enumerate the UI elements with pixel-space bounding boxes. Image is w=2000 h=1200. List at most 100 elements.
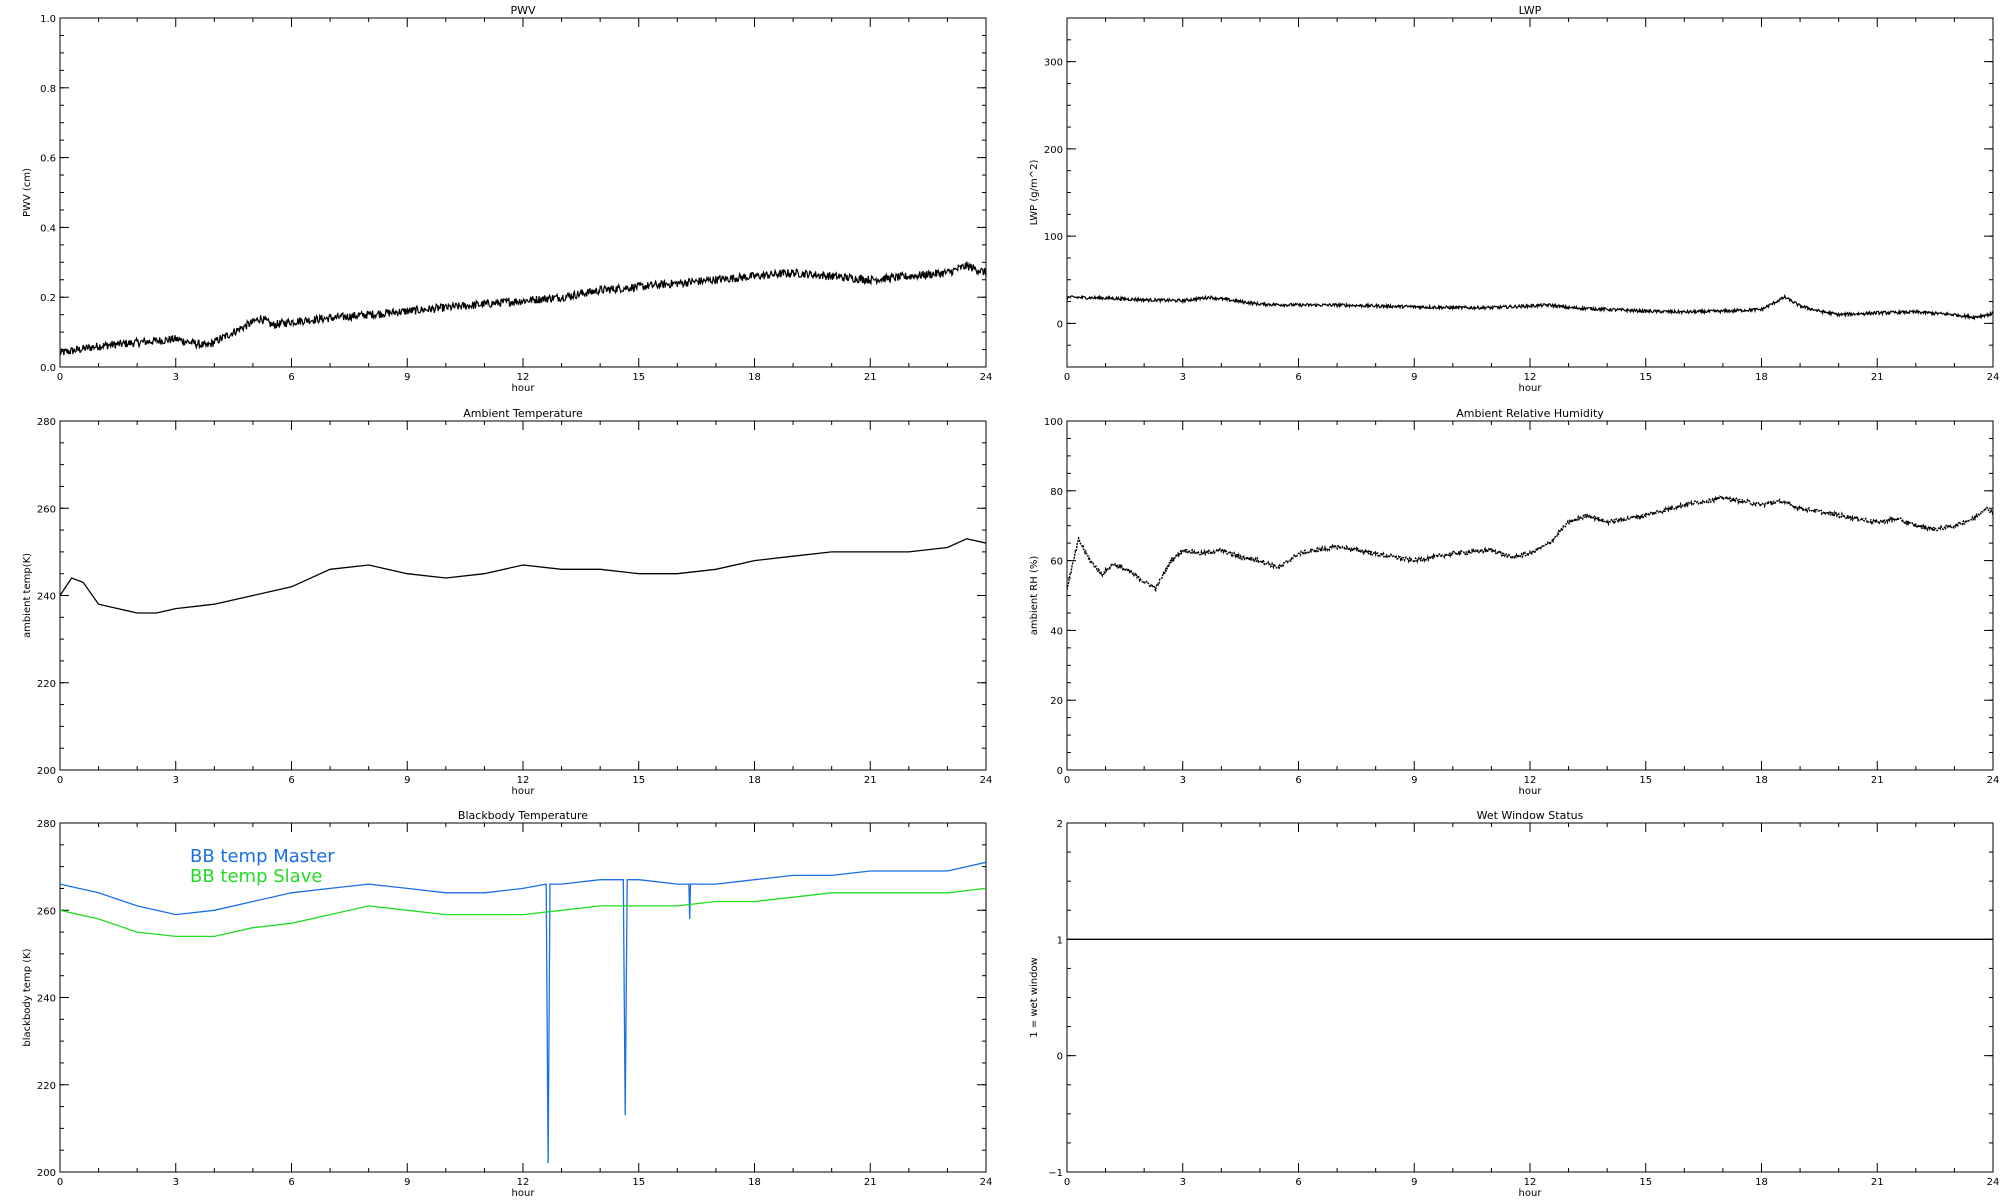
y-tick-label: 280: [37, 819, 56, 830]
y-axis-label: ambient RH (%): [1029, 556, 1040, 636]
x-tick-label: 6: [1295, 1177, 1301, 1188]
y-tick-label: 0.8: [40, 84, 56, 95]
x-tick-label: 12: [1524, 775, 1537, 786]
legend-entry: BB temp Master: [190, 846, 335, 867]
x-tick-label: 0: [57, 372, 63, 383]
x-axis-label: hour: [512, 786, 536, 797]
chart-title: LWP: [1519, 4, 1542, 17]
series-line-0: [1067, 293, 1993, 321]
y-tick-label: 0.0: [40, 363, 56, 374]
x-tick-label: 15: [632, 372, 645, 383]
y-tick-label: 220: [37, 679, 56, 690]
series-line-0: [60, 538, 986, 614]
x-tick-label: 12: [517, 372, 530, 383]
x-tick-label: 0: [1064, 775, 1070, 786]
x-tick-label: 12: [1524, 1177, 1537, 1188]
y-tick-label: 40: [1050, 626, 1063, 637]
x-tick-label: 0: [1064, 372, 1070, 383]
x-tick-label: 24: [1987, 1177, 2000, 1188]
x-tick-label: 21: [1871, 372, 1884, 383]
x-tick-label: 9: [1411, 775, 1417, 786]
y-tick-label: −1: [1048, 1168, 1063, 1179]
y-tick-label: 280: [37, 417, 56, 428]
chart-title: Wet Window Status: [1477, 809, 1584, 822]
x-tick-label: 18: [1755, 775, 1768, 786]
chart-panel-3: 0 3 6 9 12 15 18 21 24 0 20 40 60 80 100 Ambient Relati…: [1029, 407, 1999, 797]
y-tick-label: 240: [37, 592, 56, 603]
x-tick-label: 24: [1987, 775, 2000, 786]
x-tick-label: 6: [1295, 775, 1301, 786]
x-tick-label: 3: [1180, 372, 1186, 383]
x-tick-label: 15: [632, 775, 645, 786]
x-tick-label: 9: [1411, 372, 1417, 383]
x-tick-label: 3: [173, 1177, 179, 1188]
x-axis-label: hour: [1519, 786, 1543, 797]
y-tick-label: 220: [37, 1081, 56, 1092]
chart-title: Ambient Temperature: [463, 407, 583, 420]
x-tick-label: 18: [748, 1177, 761, 1188]
x-tick-label: 24: [980, 1177, 993, 1188]
x-tick-label: 12: [1524, 372, 1537, 383]
x-tick-label: 9: [404, 372, 410, 383]
x-tick-label: 6: [1295, 372, 1301, 383]
plot-frame: [59, 17, 987, 368]
x-tick-label: 21: [864, 1177, 877, 1188]
x-tick-label: 3: [1180, 775, 1186, 786]
y-axis-label: blackbody temp (K): [22, 948, 33, 1046]
y-tick-label: 0.6: [40, 154, 56, 165]
x-tick-label: 9: [1411, 1177, 1417, 1188]
x-tick-label: 3: [173, 775, 179, 786]
y-tick-label: 80: [1050, 487, 1063, 498]
x-tick-label: 6: [288, 372, 294, 383]
plot-frame: [1066, 420, 1994, 771]
y-tick-label: 0.2: [40, 293, 56, 304]
y-tick-label: 60: [1050, 557, 1063, 568]
y-tick-label: 200: [37, 766, 56, 777]
series-line-1: [60, 887, 986, 938]
chart-panel-4: 0 3 6 9 12 15 18 21 24 200 220 240 260 280 Blackbody T…: [22, 809, 992, 1199]
chart-title: Ambient Relative Humidity: [1456, 407, 1604, 420]
y-tick-label: 240: [37, 994, 56, 1005]
y-tick-label: 200: [37, 1168, 56, 1179]
x-tick-label: 18: [748, 372, 761, 383]
x-tick-label: 12: [517, 1177, 530, 1188]
chart-panel-1: 0 3 6 9 12 15 18 21 24 0 100 200 300 LWP hour LWP (g/m^…: [1029, 4, 1999, 394]
y-tick-label: 100: [1044, 232, 1063, 243]
y-tick-label: 1.0: [40, 14, 56, 25]
series-line-0: [1067, 493, 1993, 593]
x-tick-label: 15: [1639, 775, 1652, 786]
y-tick-label: 0: [1057, 1052, 1063, 1063]
y-tick-label: 2: [1057, 819, 1063, 830]
x-tick-label: 6: [288, 1177, 294, 1188]
x-tick-label: 3: [173, 372, 179, 383]
y-axis-label: PWV (cm): [22, 168, 33, 217]
y-tick-label: 0: [1057, 319, 1063, 330]
x-tick-label: 15: [632, 1177, 645, 1188]
y-tick-label: 200: [1044, 145, 1063, 156]
series-line-0: [60, 261, 986, 356]
x-tick-label: 21: [864, 775, 877, 786]
x-tick-label: 24: [1987, 372, 2000, 383]
y-tick-label: 0.4: [40, 223, 56, 234]
x-tick-label: 3: [1180, 1177, 1186, 1188]
chart-panel-0: 0 3 6 9 12 15 18 21 24 0.0 0.2 0.4 0.6 0.8 1.0 PWV hour P…: [22, 4, 992, 394]
x-tick-label: 15: [1639, 372, 1652, 383]
series-line-0: [60, 861, 986, 1164]
y-axis-label: LWP (g/m^2): [1029, 160, 1040, 226]
x-axis-label: hour: [1519, 383, 1543, 394]
x-tick-label: 15: [1639, 1177, 1652, 1188]
x-axis-label: hour: [1519, 1188, 1543, 1199]
y-tick-label: 260: [37, 906, 56, 917]
x-tick-label: 9: [404, 775, 410, 786]
plot-frame: [1066, 822, 1994, 1173]
chart-title: PWV: [510, 4, 536, 17]
y-tick-label: 0: [1057, 766, 1063, 777]
chart-title: Blackbody Temperature: [458, 809, 588, 822]
x-tick-label: 0: [57, 775, 63, 786]
y-axis-label: ambient temp(K): [22, 553, 33, 638]
x-axis-label: hour: [512, 1188, 536, 1199]
x-tick-label: 18: [1755, 372, 1768, 383]
x-tick-label: 21: [864, 372, 877, 383]
